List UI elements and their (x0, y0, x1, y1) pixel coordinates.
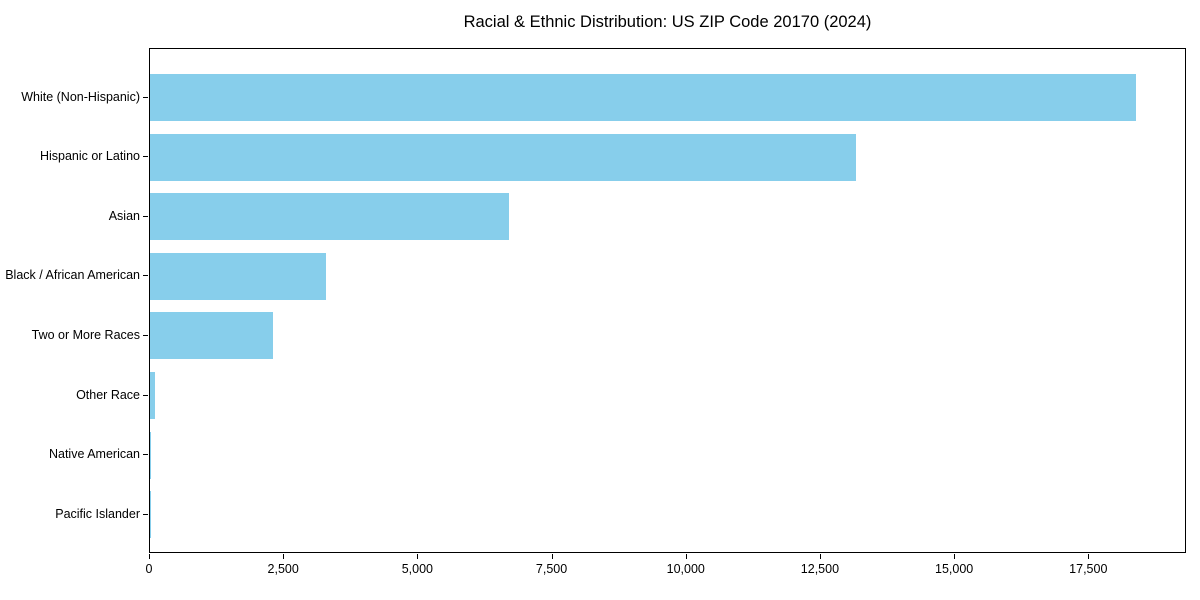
bar-white-non-hispanic (150, 74, 1136, 121)
x-tick-label-12500: 12,500 (800, 562, 840, 576)
y-tick-hispanic-or-latino (143, 156, 148, 158)
x-tick-0 (149, 554, 150, 559)
x-tick-label-0: 0 (145, 562, 153, 576)
x-tick-label-15000: 15,000 (934, 562, 974, 576)
bar-two-or-more-races (150, 312, 274, 360)
y-tick-two-or-more-races (143, 334, 148, 336)
x-tick-5000 (417, 554, 419, 559)
x-tick-17500 (1088, 554, 1090, 559)
x-tick-label-7500: 7,500 (535, 562, 568, 576)
x-tick-label-10000: 10,000 (666, 562, 705, 576)
y-tick-other-race (143, 394, 148, 396)
y-axis-label-hispanic-or-latino: Hispanic or Latino (39, 149, 140, 164)
y-axis-label-other-race: Other Race (76, 387, 140, 402)
y-tick-white-non-hispanic (143, 96, 148, 98)
bar-black-african-american (150, 252, 326, 300)
x-tick-12500 (819, 554, 821, 559)
y-axis-label-white-non-hispanic: White (Non-Hispanic) (21, 89, 140, 104)
y-tick-pacific-islander (143, 513, 148, 515)
bar-other-race (150, 372, 156, 419)
x-tick-label-17500: 17,500 (1069, 562, 1108, 576)
x-tick-label-5000: 5,000 (401, 562, 433, 576)
y-axis-label-asian: Asian (108, 208, 140, 223)
y-axis-label-black-african-american: Black / African American (5, 268, 140, 283)
bar-native-american (150, 431, 152, 479)
bar-hispanic-or-latino (150, 133, 857, 181)
plot-area (149, 48, 1186, 553)
y-axis-label-two-or-more-races: Two or More Races (31, 327, 140, 342)
x-tick-7500 (551, 554, 553, 559)
x-tick-label-2500: 2,500 (267, 562, 299, 576)
y-axis-label-pacific-islander: Pacific Islander (55, 506, 140, 521)
x-tick-2500 (283, 554, 285, 559)
x-tick-15000 (954, 554, 956, 559)
y-tick-black-african-american (143, 275, 148, 277)
chart-title: Racial & Ethnic Distribution: US ZIP Cod… (463, 13, 872, 31)
y-axis-label-native-american: Native American (48, 447, 140, 462)
y-tick-asian (143, 215, 148, 217)
x-tick-10000 (685, 554, 687, 559)
y-tick-native-american (143, 454, 148, 456)
bar-asian (150, 193, 509, 241)
